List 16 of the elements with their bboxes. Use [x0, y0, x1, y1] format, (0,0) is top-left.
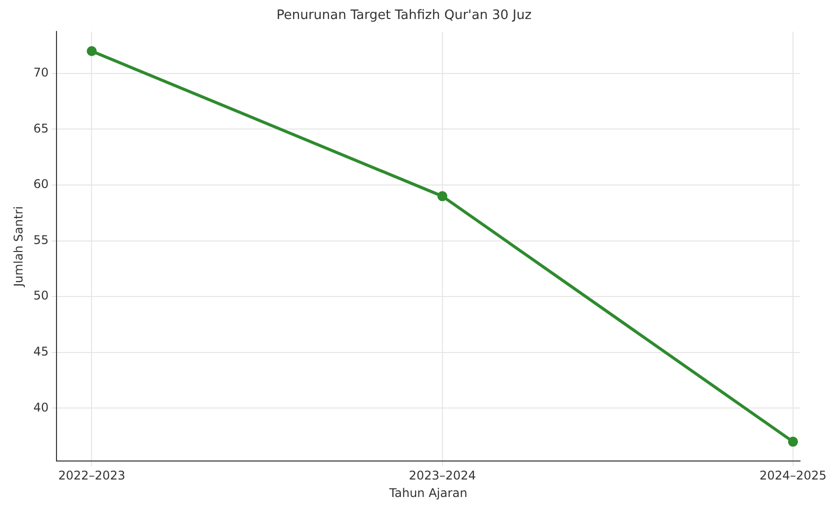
y-tick-label: 50 [33, 288, 49, 303]
y-tick-label: 55 [33, 232, 49, 247]
x-tick-label: 2022–2023 [58, 468, 126, 483]
x-axis-title: Tahun Ajaran [388, 486, 468, 500]
y-tick-label: 65 [33, 121, 49, 136]
point [788, 436, 798, 447]
y-tick-label: 40 [33, 400, 49, 414]
chart-title: Penurunan Target Tahfizh Qur'an 30 Juz [276, 8, 532, 24]
point [437, 191, 448, 202]
x-tick-label: 2023–2024 [408, 468, 476, 483]
point [86, 46, 97, 56]
y-axis-title: Jumlah Santri [11, 206, 26, 288]
x-tick-label: 2024–2025 [759, 468, 827, 483]
y-tick-label: 45 [33, 344, 49, 359]
y-tick-label: 70 [33, 66, 49, 80]
y-tick-label: 60 [33, 177, 49, 192]
